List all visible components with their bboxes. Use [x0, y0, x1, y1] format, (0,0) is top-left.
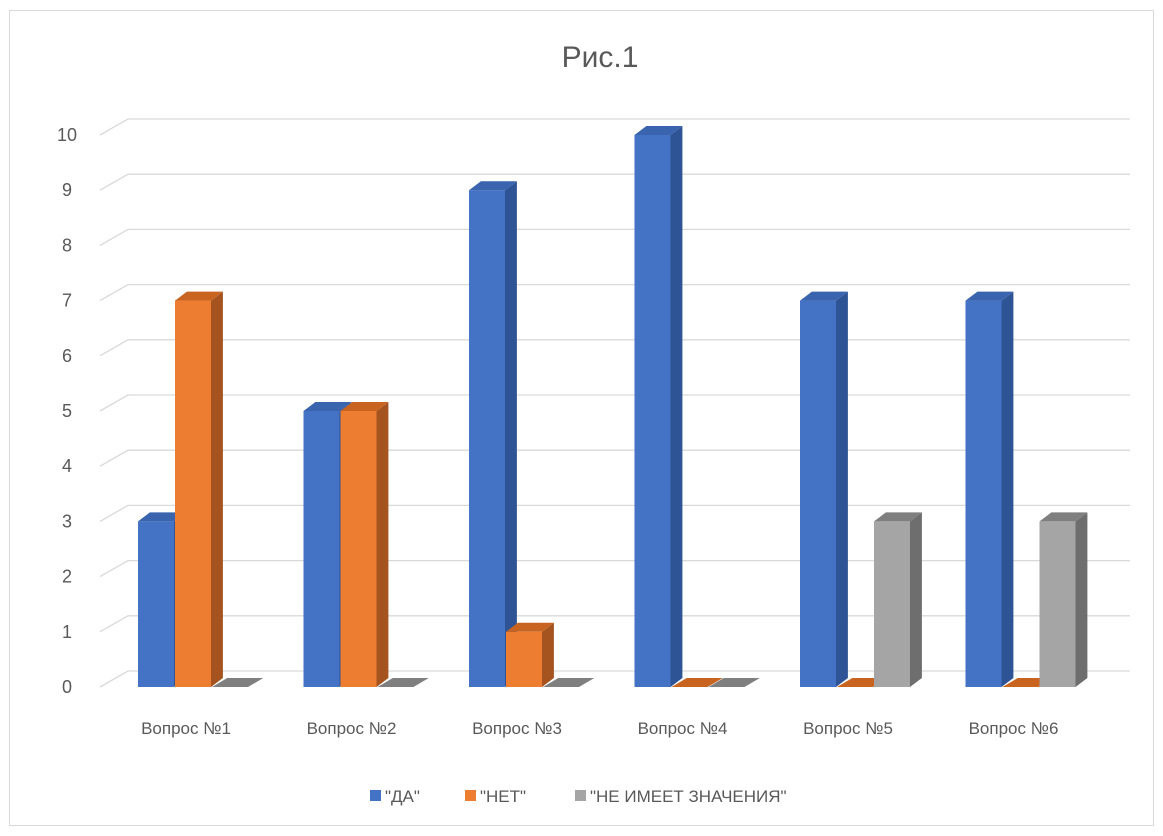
bars	[138, 126, 1088, 687]
legend-swatch	[370, 790, 381, 801]
y-tick-label: 1	[62, 622, 72, 642]
bar-side	[910, 512, 922, 687]
category-label: Вопрос №4	[638, 719, 728, 738]
bar-side	[670, 126, 683, 687]
bar-top	[874, 512, 922, 522]
y-tick-label: 7	[62, 291, 72, 311]
category-label: Вопрос №2	[307, 719, 397, 738]
bar-front	[874, 521, 910, 687]
gridline	[99, 339, 1130, 357]
bar-front	[506, 631, 542, 687]
bar	[965, 291, 1014, 687]
bar	[212, 678, 264, 687]
y-tick-label: 2	[62, 567, 72, 587]
bar	[543, 678, 595, 687]
bar-side	[836, 291, 848, 687]
category-label: Вопрос №3	[472, 719, 562, 738]
bar-side	[505, 181, 517, 687]
bar-side	[1001, 291, 1014, 687]
y-tick-label: 3	[62, 511, 72, 531]
gridline	[99, 283, 1130, 302]
x-axis-categories: Вопрос №1 Вопрос №2 Вопрос №3 Вопрос №4 Вопр…	[141, 719, 1058, 738]
y-tick-label: 10	[57, 125, 77, 145]
legend-swatch	[465, 790, 476, 801]
bar	[708, 678, 760, 687]
legend-swatch	[575, 790, 586, 801]
gridline	[99, 559, 1130, 578]
y-tick-label: 5	[62, 401, 72, 421]
bar-top	[965, 291, 1014, 301]
bar-top-zero	[377, 678, 429, 687]
legend-item: "НЕТ"	[465, 787, 526, 806]
y-tick-label: 9	[62, 180, 72, 200]
bar-front	[340, 411, 377, 687]
bar-top	[1039, 512, 1088, 522]
gridline	[99, 615, 1130, 633]
gridline	[99, 118, 1130, 136]
bar	[1039, 512, 1088, 687]
bar-top-zero	[708, 678, 760, 687]
bar-front	[634, 135, 671, 687]
legend-item: "ДА"	[370, 787, 420, 806]
bar-front	[303, 411, 340, 687]
y-tick-label: 6	[62, 346, 72, 366]
bar-front	[800, 300, 836, 687]
y-tick-label: 8	[62, 235, 72, 255]
gridline	[99, 670, 1130, 688]
bar-front	[1039, 521, 1076, 687]
bar-top	[506, 622, 554, 632]
gridline	[99, 173, 1130, 191]
category-label: Вопрос №1	[141, 719, 231, 738]
chart-title: Рис.1	[562, 41, 639, 74]
bar	[175, 291, 223, 687]
legend-label: "НЕТ"	[480, 787, 526, 806]
gridline	[99, 394, 1130, 412]
bar	[340, 402, 389, 687]
legend-label: "НЕ ИМЕЕТ ЗНАЧЕНИЯ"	[590, 787, 787, 806]
bar-top	[800, 291, 848, 301]
bar	[469, 181, 517, 687]
bar	[634, 126, 683, 687]
gridlines	[99, 118, 1130, 688]
bar-front	[469, 190, 505, 687]
bar-top	[634, 126, 683, 135]
bar-side	[376, 402, 389, 687]
bar	[377, 678, 429, 687]
y-axis-ticks: 0 1 2 3 4 5 6 7 8 9 10	[57, 125, 77, 697]
bar-top	[340, 402, 389, 411]
bar	[874, 512, 922, 687]
category-label: Вопрос №6	[969, 719, 1059, 738]
bar	[671, 678, 723, 687]
bar-side	[542, 622, 554, 687]
bar	[506, 622, 554, 687]
bar	[800, 291, 848, 687]
gridline	[99, 228, 1130, 246]
y-tick-label: 4	[62, 456, 72, 476]
bar-top-zero	[671, 678, 723, 687]
bar-side	[211, 291, 223, 687]
bar-top	[469, 181, 517, 191]
bar-top	[138, 512, 186, 522]
bar-front	[138, 521, 174, 687]
bar-top	[175, 291, 223, 301]
bar-front	[175, 300, 211, 687]
legend-item: "НЕ ИМЕЕТ ЗНАЧЕНИЯ"	[575, 787, 787, 806]
y-tick-label: 0	[62, 677, 72, 697]
bar-top	[303, 402, 352, 411]
legend-label: "ДА"	[385, 787, 420, 806]
bar-front	[965, 300, 1002, 687]
category-label: Вопрос №5	[803, 719, 893, 738]
legend: "ДА" "НЕТ" "НЕ ИМЕЕТ ЗНАЧЕНИЯ"	[370, 787, 787, 806]
bar-top-zero	[212, 678, 264, 687]
bar-side	[1075, 512, 1088, 687]
bar-top-zero	[543, 678, 595, 687]
gridline	[99, 449, 1130, 467]
gridline	[99, 504, 1130, 522]
